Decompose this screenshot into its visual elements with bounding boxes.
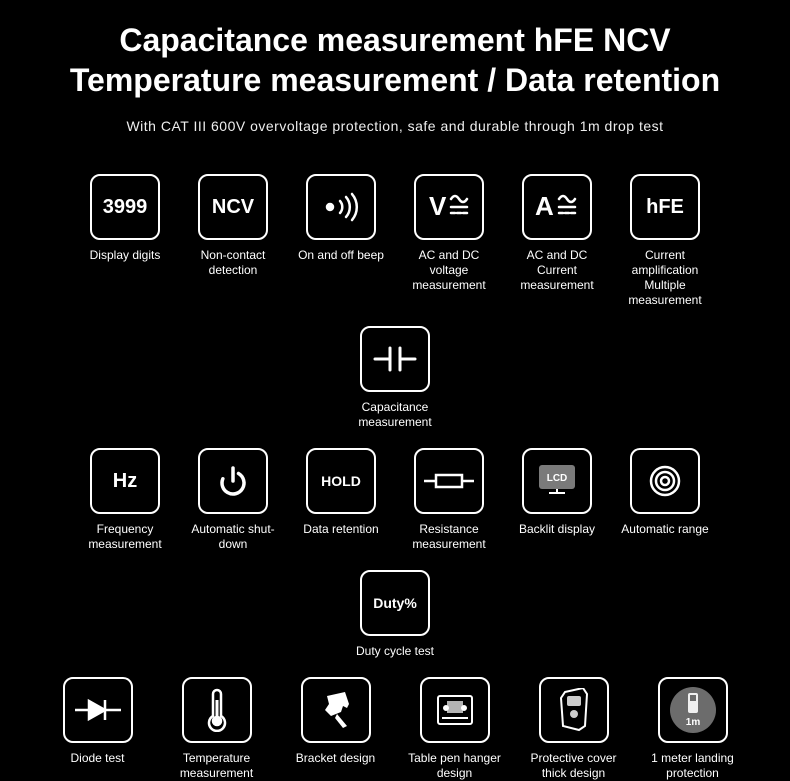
feature-item: Bracket design [279,677,392,781]
feature-label: Protective cover thick design [517,751,630,781]
vacdc-icon: V [414,174,484,240]
feature-item: A AC and DC Current measurement [506,174,608,308]
feature-item: V AC and DC voltage measurement [398,174,500,308]
beep-icon [306,174,376,240]
feature-item: Duty% Duty cycle test [344,570,446,659]
power-icon [198,448,268,514]
feature-item: NCV Non-contact detection [182,174,284,308]
feature-item: 3999 Display digits [74,174,176,308]
subtitle: With CAT III 600V overvoltage protection… [30,118,760,134]
feature-label: Automatic shut-down [182,522,284,552]
feature-item: Hz Frequency measurement [74,448,176,552]
hanger-icon [420,677,490,743]
diode-icon [63,677,133,743]
aacdc-icon: A [522,174,592,240]
feature-item: Diode test [41,677,154,781]
feature-label: Frequency measurement [74,522,176,552]
Hz-icon: Hz [90,448,160,514]
title-line-1: Capacitance measurement hFE NCV [30,20,760,60]
feature-label: Automatic range [621,522,708,537]
feature-item: 1m 1 meter landing protection [636,677,749,781]
feature-label: Diode test [70,751,124,766]
feature-label: Resistance measurement [398,522,500,552]
lcd-icon: LCD [522,448,592,514]
feature-item: On and off beep [290,174,392,308]
feature-label: On and off beep [298,248,384,263]
Duty%-icon: Duty% [360,570,430,636]
feature-label: Table pen hanger design [398,751,511,781]
resistor-icon [414,448,484,514]
drop-icon: 1m [658,677,728,743]
feature-grid-row2: Hz Frequency measurementAutomatic shut-do… [30,448,760,659]
feature-grid-row1: 3999 Display digits NCV Non-contact detecti… [30,174,760,430]
product-feature-panel: Capacitance measurement hFE NCV Temperat… [0,0,790,781]
feature-label: Current amplification Multiple measureme… [614,248,716,308]
svg-text:1m: 1m [685,717,700,728]
NCV-icon: NCV [198,174,268,240]
svg-text:V: V [429,191,447,221]
feature-label: Non-contact detection [182,248,284,278]
feature-item: Table pen hanger design [398,677,511,781]
HOLD-icon: HOLD [306,448,376,514]
feature-item: Temperature measurement [160,677,273,781]
feature-item: Capacitance measurement [344,326,446,430]
feature-item: Resistance measurement [398,448,500,552]
feature-label: Temperature measurement [160,751,273,781]
feature-label: Capacitance measurement [344,400,446,430]
feature-label: Bracket design [296,751,375,766]
temp-icon [182,677,252,743]
feature-label: Backlit display [519,522,595,537]
title-line-2: Temperature measurement / Data retention [30,60,760,100]
feature-item: Automatic range [614,448,716,552]
feature-item: LCD Backlit display [506,448,608,552]
main-title: Capacitance measurement hFE NCV Temperat… [30,20,760,100]
feature-label: 1 meter landing protection [636,751,749,781]
spiral-icon [630,448,700,514]
hFE-icon: hFE [630,174,700,240]
feature-label: Duty cycle test [356,644,434,659]
feature-grid-row3: Diode test Temperature measurement Bracket… [30,677,760,781]
svg-text:LCD: LCD [547,473,568,484]
feature-item: hFE Current amplification Multiple measur… [614,174,716,308]
3999-icon: 3999 [90,174,160,240]
feature-item: HOLD Data retention [290,448,392,552]
cover-icon [539,677,609,743]
feature-item: Automatic shut-down [182,448,284,552]
cap-icon [360,326,430,392]
feature-label: Data retention [303,522,378,537]
feature-label: AC and DC Current measurement [506,248,608,293]
feature-label: AC and DC voltage measurement [398,248,500,293]
svg-text:A: A [535,191,554,221]
feature-item: Protective cover thick design [517,677,630,781]
bracket-icon [301,677,371,743]
feature-label: Display digits [90,248,161,263]
